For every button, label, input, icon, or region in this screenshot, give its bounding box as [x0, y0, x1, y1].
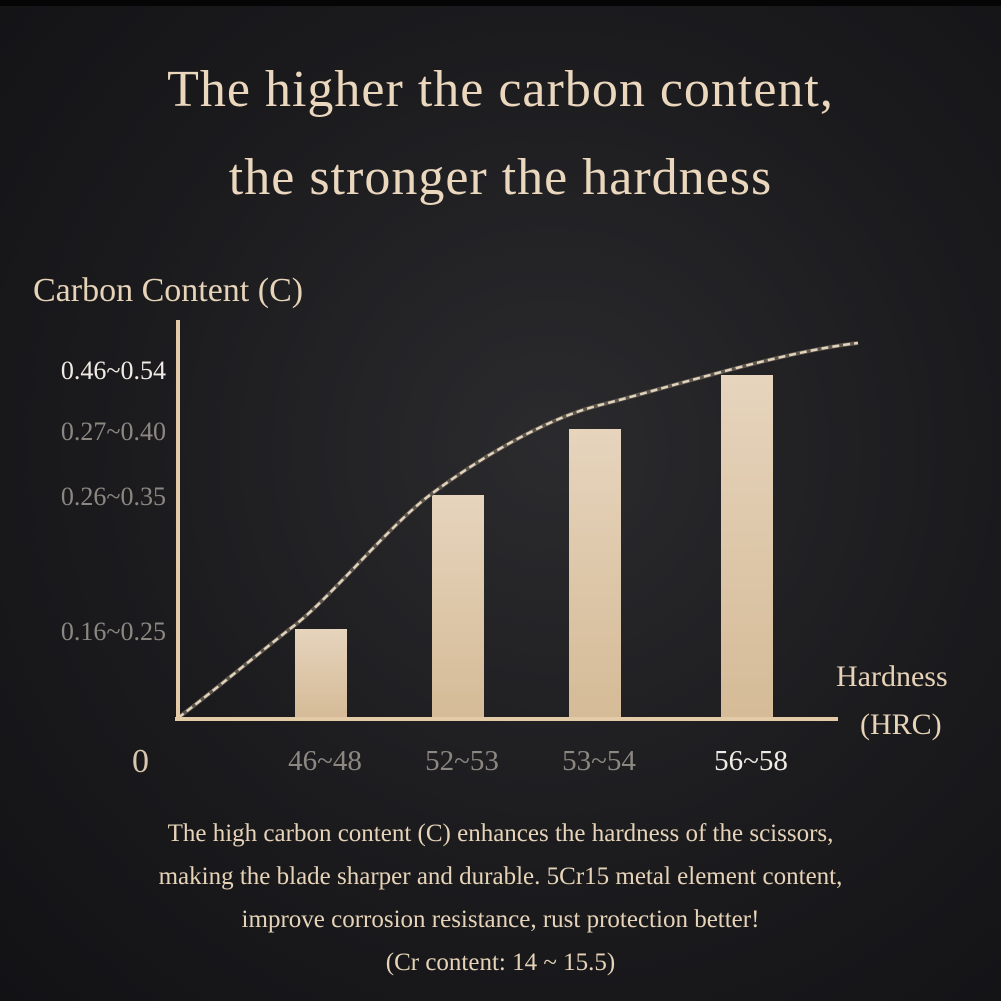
trend-line: [177, 341, 859, 719]
x-tick-label: 46~48: [288, 745, 362, 777]
footer-line-1: The high carbon content (C) enhances the…: [167, 820, 834, 847]
footer-line-3: improve corrosion resistance, rust prote…: [241, 906, 760, 933]
bar-52~53: [432, 495, 484, 717]
x-tick-label: 52~53: [425, 745, 499, 777]
top-bar: [0, 0, 1001, 6]
origin-label: 0: [132, 743, 149, 780]
bar-46~48: [295, 629, 347, 717]
bar-53~54: [569, 429, 621, 717]
y-tick-label: 0.16~0.25: [61, 617, 166, 646]
page-title: The higher the carbon content, the stron…: [0, 46, 1001, 222]
x-axis-title-line-1: Hardness: [836, 660, 948, 693]
x-tick-label: 53~54: [562, 745, 636, 777]
bar-56~58: [721, 375, 773, 717]
y-tick-label: 0.46~0.54: [61, 356, 166, 385]
y-tick-label: 0.27~0.40: [61, 417, 166, 446]
x-tick-label: 56~58: [714, 745, 788, 777]
footer-line-4: (Cr content: 14 ~ 15.5): [385, 949, 616, 976]
title-line-2: the stronger the hardness: [228, 149, 773, 206]
footer-line-2: making the blade sharper and durable. 5C…: [158, 863, 843, 890]
x-axis-title-line-2: (HRC): [860, 708, 942, 741]
y-axis-title: Carbon Content (C): [33, 272, 303, 309]
footer-description: The high carbon content (C) enhances the…: [0, 812, 1001, 984]
y-tick-label: 0.26~0.35: [61, 482, 166, 511]
title-line-1: The higher the carbon content,: [167, 61, 834, 118]
